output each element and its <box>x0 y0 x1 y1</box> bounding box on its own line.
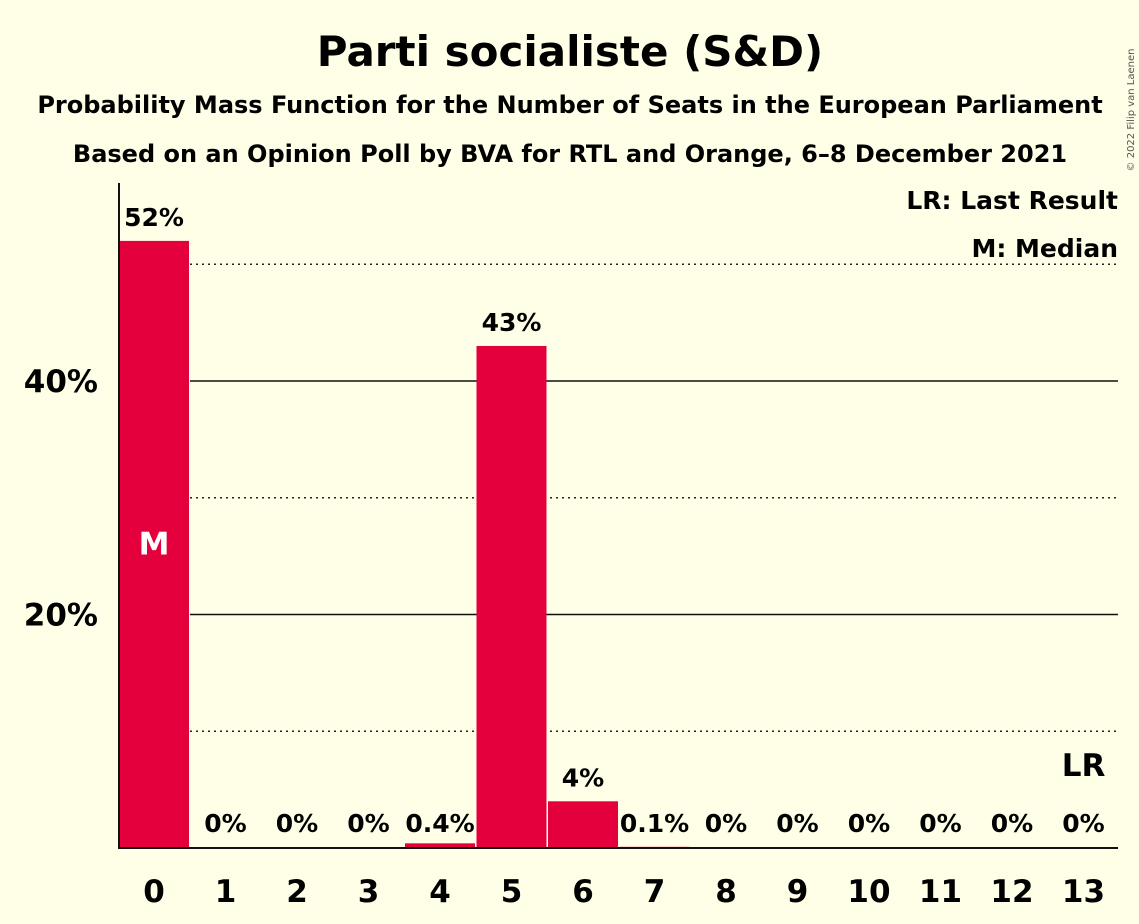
x-tick-label: 7 <box>644 874 666 910</box>
value-label: 0.1% <box>620 809 689 838</box>
x-tick-label: 0 <box>143 874 165 910</box>
axes <box>119 183 1118 849</box>
y-tick-label: 40% <box>24 364 98 400</box>
x-tick-label: 6 <box>572 874 594 910</box>
value-label: 0% <box>276 809 318 838</box>
x-tick-label: 8 <box>715 874 737 910</box>
value-label: 0% <box>776 809 818 838</box>
x-tick-label: 11 <box>919 874 962 910</box>
value-label: 0% <box>1062 809 1104 838</box>
y-tick-label: 20% <box>24 598 98 634</box>
value-label: 43% <box>482 308 542 337</box>
gridlines <box>190 264 1118 731</box>
legend-median: M: Median <box>971 234 1118 263</box>
x-tick-label: 4 <box>429 874 451 910</box>
bar-seat-5 <box>477 346 547 848</box>
bars <box>119 241 690 848</box>
legend-last-result: LR: Last Result <box>906 186 1118 215</box>
chart-subtitle: Probability Mass Function for the Number… <box>37 91 1102 119</box>
median-marker: M <box>139 526 170 562</box>
value-label: 0% <box>204 809 246 838</box>
x-tick-label: 12 <box>990 874 1033 910</box>
x-tick-label: 10 <box>847 874 890 910</box>
chart-source: Based on an Opinion Poll by BVA for RTL … <box>73 140 1067 168</box>
chart-title: Parti socialiste (S&D) <box>317 27 823 76</box>
value-label: 0% <box>848 809 890 838</box>
value-label: 0% <box>919 809 961 838</box>
value-label: 0% <box>705 809 747 838</box>
x-tick-label: 9 <box>787 874 809 910</box>
bar-seat-6 <box>548 801 618 848</box>
value-label: 0.4% <box>405 809 474 838</box>
x-tick-label: 5 <box>501 874 523 910</box>
x-tick-label: 2 <box>286 874 308 910</box>
value-label: 0% <box>991 809 1033 838</box>
last-result-marker: LR <box>1062 748 1106 784</box>
copyright-notice: © 2022 Filip van Laenen <box>1126 49 1137 172</box>
value-label: 0% <box>347 809 389 838</box>
x-tick-label: 13 <box>1062 874 1105 910</box>
x-tick-label: 3 <box>358 874 380 910</box>
x-tick-label: 1 <box>215 874 237 910</box>
value-label: 52% <box>124 203 184 232</box>
value-label: 4% <box>562 763 604 792</box>
